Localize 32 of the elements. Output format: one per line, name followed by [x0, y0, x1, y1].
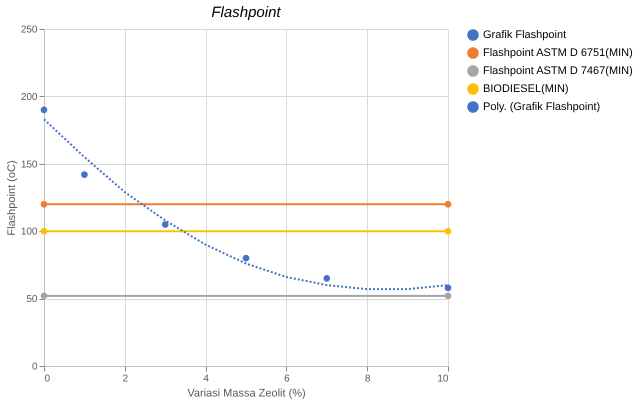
point — [81, 171, 88, 178]
point — [40, 200, 48, 208]
y-tick-label: 150 — [20, 159, 38, 170]
chart-title: Flashpoint — [211, 4, 282, 21]
point — [162, 221, 169, 228]
y-tick-label: 200 — [20, 92, 38, 103]
point — [444, 292, 452, 300]
legend-label: Flashpoint ASTM D 6751(MIN) — [483, 47, 633, 59]
x-tick-label: 0 — [44, 374, 50, 384]
legend-label: Poly. (Grafik Flashpoint) — [483, 101, 600, 113]
x-axis-title: Variasi Massa Zeolit (%) — [187, 388, 306, 400]
legend-label: Grafik Flashpoint — [483, 29, 566, 41]
x-tick-label: 8 — [364, 374, 371, 384]
legend-label: BIODIESEL(MIN) — [483, 83, 569, 95]
x-tick-label: 10 — [437, 374, 449, 384]
y-axis-title: Flashpoint (oC) — [6, 160, 18, 236]
x-tick-label: 2 — [122, 374, 129, 384]
point — [40, 106, 48, 114]
point — [323, 275, 330, 282]
legend-label: Flashpoint ASTM D 7467(MIN) — [483, 65, 633, 77]
y-tick-label: 100 — [20, 226, 38, 238]
y-tick-label: 50 — [26, 294, 38, 306]
point — [242, 254, 250, 262]
point — [444, 284, 452, 292]
y-tick-label: 0 — [32, 362, 38, 372]
point — [444, 228, 452, 235]
y-tick-label: 250 — [20, 24, 38, 36]
x-tick-label: 4 — [203, 374, 210, 384]
point — [40, 292, 48, 300]
point — [444, 200, 452, 208]
x-tick-label: 6 — [284, 374, 290, 384]
point — [40, 228, 48, 235]
